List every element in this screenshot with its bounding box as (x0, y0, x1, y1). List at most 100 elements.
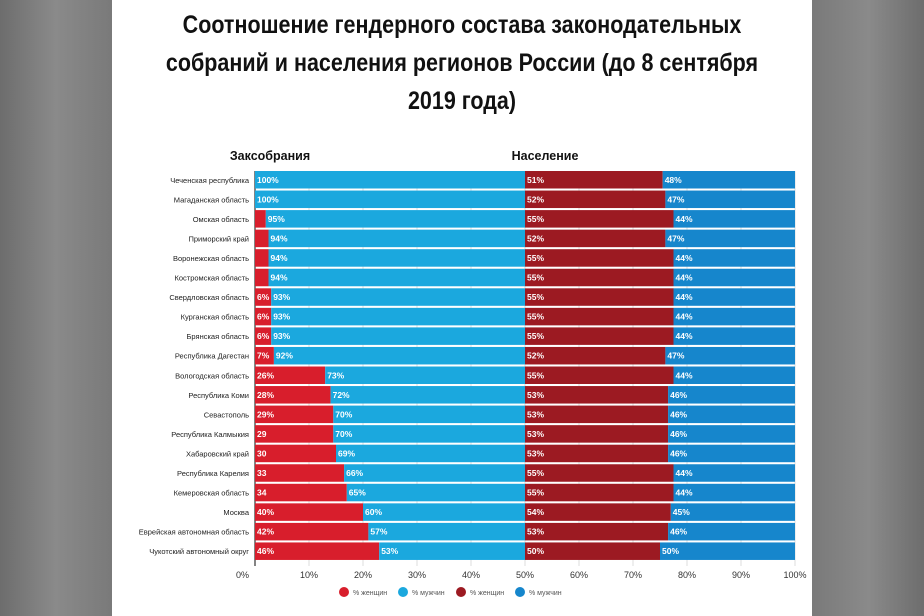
label-population-women: 55% (527, 292, 544, 302)
label-assembly-men: 72% (333, 390, 350, 400)
category-label: Севастополь (204, 410, 249, 419)
label-assembly-men: 93% (273, 331, 290, 341)
category-label: Москва (223, 508, 249, 517)
bar-population-women (525, 171, 663, 189)
label-population-men: 47% (667, 233, 684, 243)
bar-assembly-men (368, 522, 525, 541)
category-label: Костромская область (174, 274, 249, 283)
label-population-women: 55% (527, 312, 544, 322)
label-assembly-men: 70% (335, 409, 352, 419)
category-label: Республика Калмыкия (171, 430, 249, 439)
legend-label: % мужчин (529, 590, 562, 597)
label-population-men: 44% (676, 253, 693, 263)
bar-assembly-men (336, 444, 525, 463)
label-assembly-women: 7% (257, 351, 270, 361)
label-population-men: 48% (665, 175, 682, 185)
legend-swatch (398, 587, 408, 597)
label-population-men: 47% (667, 351, 684, 361)
bar-assembly-women (255, 464, 345, 482)
label-population-men: 47% (667, 194, 684, 204)
bar-assembly-women (255, 366, 326, 384)
label-population-men: 44% (676, 273, 693, 283)
label-population-women: 55% (527, 214, 544, 224)
label-population-men: 44% (676, 331, 693, 341)
legend-swatch (515, 587, 525, 597)
bar-population-men (668, 444, 795, 463)
bar-assembly-women (255, 229, 269, 248)
bar-population-men (668, 405, 795, 424)
bar-assembly-men (330, 386, 525, 404)
bar-assembly-women (255, 249, 269, 267)
bar-assembly-men (344, 464, 525, 482)
bar-population-men (673, 366, 795, 384)
bar-population-women (525, 464, 674, 482)
label-assembly-women: 6% (257, 331, 270, 341)
x-tick-label: 100% (783, 570, 806, 580)
bar-population-men (673, 268, 795, 287)
bar-assembly-men (255, 171, 525, 189)
label-population-women: 55% (527, 370, 544, 380)
bar-assembly-women (255, 210, 266, 228)
bar-population-men (673, 249, 795, 267)
category-label: Еврейская автономная область (139, 528, 249, 537)
bar-population-men (668, 522, 795, 541)
label-assembly-women: 34 (257, 488, 267, 498)
bar-population-women (525, 522, 669, 541)
label-assembly-men: 94% (271, 233, 288, 243)
category-label: Свердловская область (169, 293, 249, 302)
bar-assembly-men (273, 346, 525, 365)
bar-assembly-men (268, 229, 525, 248)
bar-population-women (525, 210, 674, 228)
legend-label: % женщин (470, 590, 504, 597)
legend-label: % женщин (353, 590, 387, 597)
bar-population-men (660, 542, 795, 560)
bar-assembly-men (268, 268, 525, 287)
bar-assembly-women (255, 405, 334, 424)
label-assembly-men: 100% (257, 194, 279, 204)
bar-population-women (525, 346, 666, 365)
bar-assembly-women (255, 268, 269, 287)
bar-population-women (525, 503, 671, 521)
legend-swatch (339, 587, 349, 597)
legend-label: % мужчин (412, 590, 445, 597)
label-population-men: 46% (670, 527, 687, 537)
x-tick-label: 80% (678, 570, 696, 580)
label-assembly-women: 29% (257, 409, 274, 419)
label-population-women: 51% (527, 175, 544, 185)
label-population-women: 53% (527, 429, 544, 439)
bar-population-women (525, 249, 674, 267)
bar-population-men (673, 464, 795, 482)
label-population-men: 50% (662, 546, 679, 556)
bar-assembly-men (325, 366, 525, 384)
bar-population-women (525, 288, 674, 306)
label-assembly-women: 26% (257, 370, 274, 380)
bar-population-women (525, 268, 674, 287)
bar-assembly-men (255, 190, 525, 209)
label-population-men: 44% (676, 312, 693, 322)
bar-assembly-men (271, 327, 525, 345)
label-population-women: 53% (527, 448, 544, 458)
label-assembly-men: 92% (276, 351, 293, 361)
label-population-men: 46% (670, 390, 687, 400)
label-assembly-women: 6% (257, 312, 270, 322)
category-label: Республика Карелия (177, 469, 249, 478)
legend-swatch (456, 587, 466, 597)
label-assembly-women: 40% (257, 507, 274, 517)
category-label: Омская область (193, 215, 249, 224)
label-assembly-men: 66% (346, 468, 363, 478)
bar-population-men (673, 327, 795, 345)
label-assembly-men: 57% (370, 527, 387, 537)
bar-population-men (673, 307, 795, 326)
label-population-men: 45% (673, 507, 690, 517)
bar-assembly-men (333, 425, 525, 443)
label-assembly-men: 95% (268, 214, 285, 224)
bar-population-men (665, 229, 795, 248)
category-label: Воронежская область (173, 254, 249, 263)
chart-title: Соотношение гендерного состава законодат… (165, 11, 759, 115)
label-population-men: 46% (670, 429, 687, 439)
bar-population-women (525, 483, 674, 502)
x-tick-label: 0% (236, 570, 249, 580)
x-tick-label: 40% (462, 570, 480, 580)
label-assembly-women: 33 (257, 468, 267, 478)
